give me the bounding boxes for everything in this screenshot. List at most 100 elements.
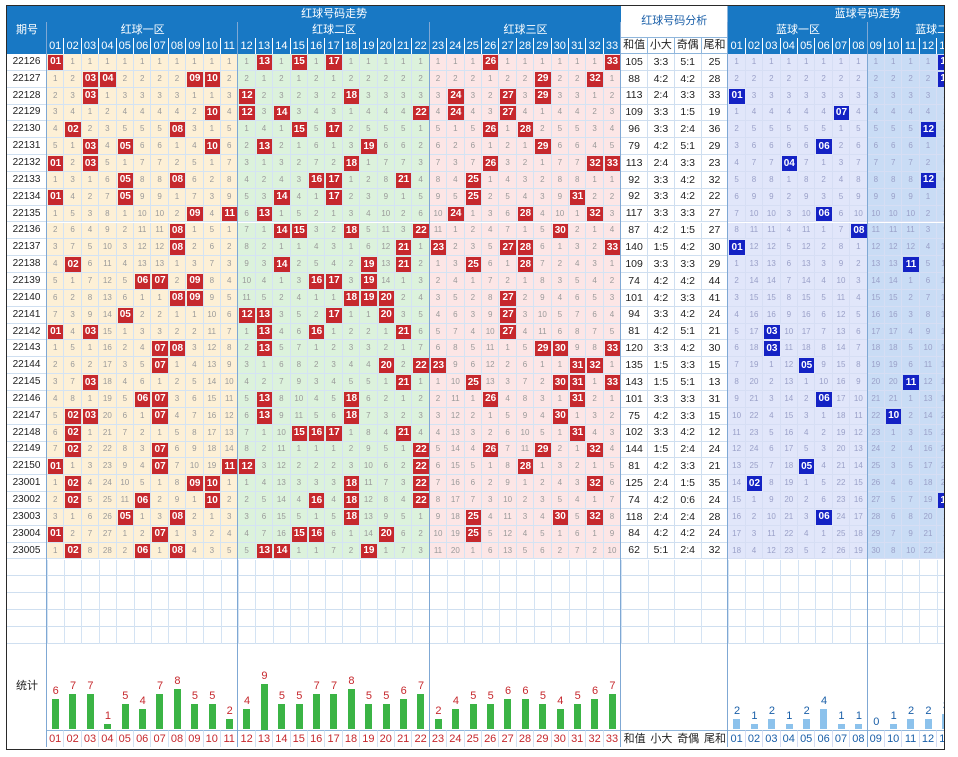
tail-sum: 25 [701,54,729,71]
red-miss-cell: 4 [534,508,552,526]
red-miss-cell: 1 [325,289,343,307]
red-miss-cell: 1 [308,54,326,71]
red-miss-cell: 4 [586,424,604,442]
red-miss-cell: 5 [325,391,343,408]
grid-line [307,559,309,577]
red-miss-cell: 9 [603,525,622,543]
blue-miss-cell: 18 [728,542,746,560]
red-ball-hit: 18 [343,223,360,239]
sum-value: 143 [621,374,648,391]
grid-line [464,610,466,627]
grid-line [498,626,500,644]
red-ball-hit: 09 [187,476,203,492]
blue-miss-cell: 5 [798,441,816,459]
red-miss-cell: 5 [308,256,326,274]
red-count-bar [156,693,164,730]
red-miss-cell: 1 [255,155,274,172]
red-miss-cell: 5 [429,323,448,341]
grid-line [324,610,326,627]
red-miss-cell: 24 [99,475,117,493]
red-ball-hit: 13 [256,543,273,559]
blue-miss-cell: 4 [885,475,903,493]
blue-miss-cell: 12 [832,306,851,324]
red-miss-cell: 4 [516,188,535,206]
blue-miss-cell: 22 [867,407,885,425]
grid-line [620,576,622,594]
red-ball-hit: 07 [152,526,168,542]
red-miss-cell: 3 [151,87,169,105]
red-miss-cell: 11 [290,407,308,425]
blue-miss-cell: 19 [780,475,798,493]
grid-line [884,626,886,644]
blue-miss-cell: 5 [780,239,798,257]
red-miss-cell: 4 [325,374,343,391]
odd-even-ratio: 4:2 [674,424,702,442]
red-miss-cell: 15 [273,508,291,526]
grid-line [762,576,764,594]
grid-line [745,593,747,611]
red-miss-cell: 12 [447,407,465,425]
grid-line [701,626,703,644]
blue-miss-cell: 9 [832,256,851,274]
red-miss-cell: 6 [395,138,413,156]
red-miss-cell: 10 [290,391,308,408]
red-miss-cell: 12 [273,458,291,476]
red-ball-hit: 16 [309,493,325,508]
red-miss-cell: 4 [238,525,256,543]
red-ball-hit: 32 [587,71,603,87]
blue-number-footer: 04 [780,730,798,747]
red-miss-cell: 10 [447,374,465,391]
red-count-bar [330,693,338,730]
red-number-header: 17 [325,38,343,54]
red-number-footer: 20 [377,730,395,747]
blue-ball-hit: 06 [816,139,832,155]
red-miss-cell: 6 [534,542,552,560]
blue-count-label: 2 [768,705,775,718]
red-miss-cell: 8 [238,441,256,459]
blue-miss-cell: 9 [885,188,903,206]
red-miss-cell: 9 [221,188,239,206]
red-miss-cell: 7 [499,441,517,459]
sum-value: 74 [621,273,648,290]
red-miss-cell: 1 [308,542,326,560]
grid-line [568,576,570,594]
red-ball-hit: 07 [152,274,168,289]
red-miss-cell: 6 [273,357,291,375]
red-miss-cell: 1 [534,155,552,172]
red-zone-2-label: 红球二区 [238,22,430,38]
red-miss-cell: 10 [516,424,535,442]
red-miss-cell: 4 [186,357,204,375]
size-ratio: 2:4 [648,155,675,172]
red-ball-hit: 12 [239,88,255,104]
red-miss-cell: 6 [116,407,134,425]
blue-miss-cell: 10 [798,205,816,223]
blue-miss-cell: 3 [728,138,746,156]
empty-row [7,627,944,644]
grid-line [150,610,152,627]
tail-sum: 19 [701,104,729,122]
red-number-footer: 07 [151,730,169,747]
red-number-header: 01 [47,38,65,54]
red-miss-cell: 3 [116,357,134,375]
red-miss-cell: 2 [116,542,134,560]
red-miss-cell: 1 [134,407,152,425]
grid-line [46,593,48,611]
red-miss-cell: 7 [238,222,256,240]
red-ball-hit: 32 [587,509,603,525]
blue-miss-cell: 6 [902,357,920,375]
red-miss-cell: 1 [412,374,430,391]
blue-number-footer: 08 [850,730,868,747]
grid-line [359,593,361,611]
red-miss-cell: 5 [203,222,221,240]
blue-miss-cell: 10 [780,323,798,341]
red-miss-cell: 5 [81,492,100,509]
blue-miss-cell: 3 [832,155,851,172]
grid-line [780,626,782,644]
red-miss-cell: 5 [412,306,430,324]
red-miss-cell: 1 [482,171,500,189]
grid-line [63,576,65,594]
red-ball-hit: 30 [552,509,568,525]
red-miss-cell: 3 [569,475,587,493]
red-miss-cell: 7 [255,525,274,543]
size-ratio: 4:2 [648,525,675,543]
